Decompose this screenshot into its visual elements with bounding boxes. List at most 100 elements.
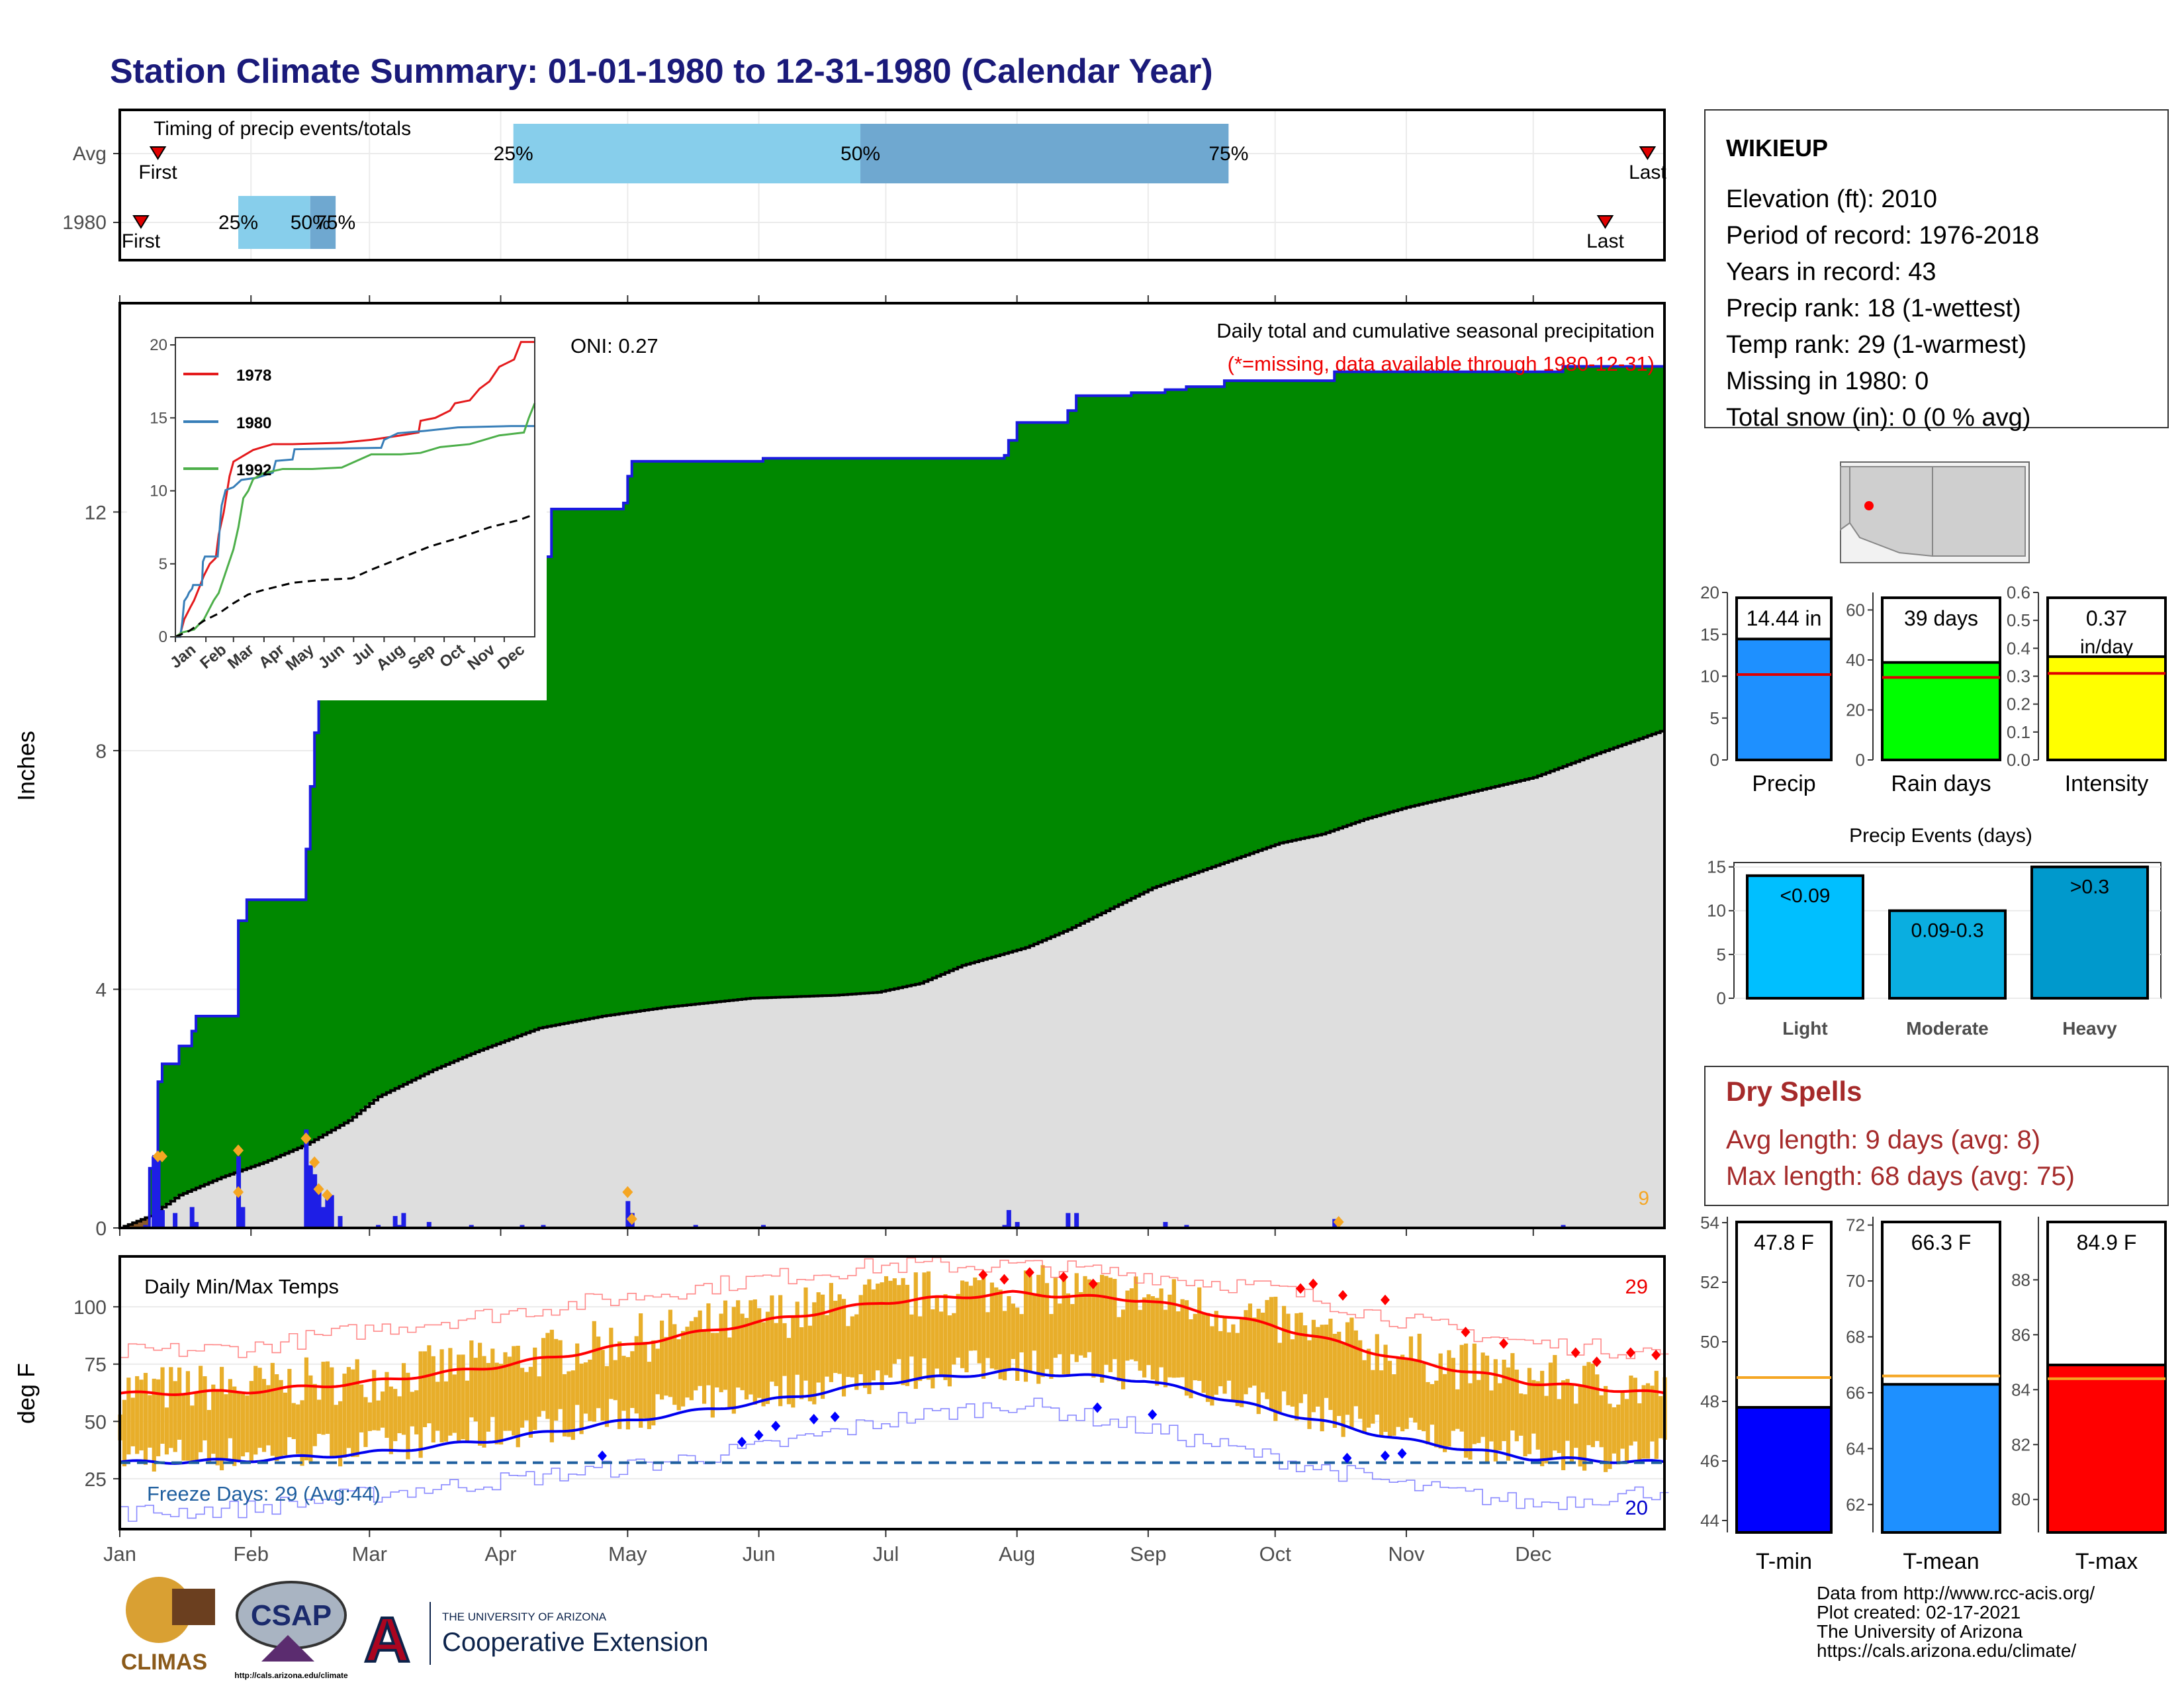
daily-temp-bar <box>126 1378 131 1455</box>
daily-temp-bar <box>600 1350 605 1421</box>
station-info-line: Missing in 1980: 0 <box>1726 367 1929 395</box>
freeze-label: Freeze Days: 29 (Avg:44) <box>147 1482 381 1505</box>
daily-temp-bar <box>1138 1309 1142 1371</box>
daily-temp-bar <box>1603 1385 1608 1472</box>
record-high-marker <box>1338 1289 1348 1301</box>
precip-marker <box>156 1150 167 1162</box>
timing-marker-label: Last <box>1586 230 1624 252</box>
y-axis-title: Inches <box>13 731 40 801</box>
daily-temp-bar <box>1116 1317 1121 1382</box>
summary-sum-tmin: 44 46 48 50 52 54 47.8 F T-min <box>1700 1213 1833 1574</box>
daily-temp-bar <box>1557 1399 1561 1453</box>
daily-temp-bar <box>1184 1300 1189 1396</box>
y-tick-label: 40 <box>1846 650 1865 670</box>
daily-temp-bar <box>1540 1370 1545 1466</box>
daily-temp-bar <box>317 1399 322 1434</box>
daily-temp-bar <box>156 1379 161 1456</box>
daily-temp-bar <box>1599 1395 1604 1448</box>
daily-temp-bar <box>418 1351 423 1458</box>
daily-temp-bar <box>185 1371 191 1461</box>
y-tick-label: 46 <box>1700 1451 1719 1471</box>
daily-temp-bar <box>1281 1305 1287 1391</box>
inset-frame <box>175 337 535 637</box>
daily-temp-bar <box>922 1272 927 1358</box>
daily-temp-bar <box>934 1295 939 1369</box>
daily-temp-bar <box>1062 1275 1066 1375</box>
daily-temp-bar <box>1256 1309 1261 1415</box>
daily-temp-bar <box>1574 1403 1578 1448</box>
daily-temp-bar <box>503 1352 508 1431</box>
daily-precip-bar <box>426 1221 432 1228</box>
daily-temp-bar <box>876 1284 880 1371</box>
daily-temp-bar <box>1463 1343 1469 1458</box>
daily-temp-bar <box>494 1362 499 1444</box>
daily-precip-bar <box>401 1213 406 1228</box>
daily-temp-bar <box>884 1276 889 1376</box>
daily-temp-bar <box>1489 1390 1494 1442</box>
daily-temp-bar <box>1019 1314 1024 1353</box>
daily-temp-bar <box>169 1367 173 1448</box>
summary-bar <box>1881 1383 2001 1534</box>
summary-value-label: 47.8 F <box>1754 1231 1814 1254</box>
daily-temp-bar <box>257 1368 262 1448</box>
daily-temp-bar <box>304 1357 309 1461</box>
daily-temp-bar <box>1231 1324 1236 1401</box>
daily-temp-bar <box>520 1368 525 1428</box>
record-high-marker <box>1308 1278 1318 1289</box>
record-low-marker <box>830 1411 840 1423</box>
daily-temp-bar <box>567 1371 571 1437</box>
average-precip-line <box>120 729 1666 1229</box>
daily-temp-bar <box>1298 1312 1303 1403</box>
daily-temp-bar <box>1645 1383 1651 1459</box>
daily-temp-bar <box>1015 1307 1020 1381</box>
daily-temp-bar <box>765 1311 770 1404</box>
y-tick-label: 10 <box>1700 667 1719 686</box>
daily-temp-bar <box>537 1376 541 1417</box>
daily-temp-bar <box>858 1295 863 1375</box>
daily-temp-bar <box>385 1372 389 1438</box>
daily-temp-bar <box>541 1338 546 1411</box>
daily-temp-bar <box>1108 1278 1113 1372</box>
daily-temp-bar <box>786 1338 792 1405</box>
daily-temp-bar <box>841 1299 846 1397</box>
daily-temp-bar <box>512 1346 516 1436</box>
daily-temp-bar <box>312 1383 317 1446</box>
daily-precip-bar <box>760 1225 766 1228</box>
daily-temp-bar <box>1053 1278 1058 1358</box>
record-high-marker <box>1461 1327 1471 1338</box>
daily-temp-bar <box>334 1405 338 1458</box>
daily-temp-bar <box>330 1367 334 1457</box>
daily-temp-bar <box>1167 1294 1172 1378</box>
daily-temp-bar <box>634 1336 639 1414</box>
summary-category-label: T-mean <box>1903 1549 1979 1574</box>
summary-sum-precip: 0 5 10 15 20 14.44 in Precip <box>1700 583 1833 796</box>
daily-temp-bar <box>1129 1288 1134 1360</box>
daily-temp-bar <box>1510 1353 1515 1430</box>
daily-temp-bar <box>1222 1316 1227 1394</box>
timing-marker-label: Last <box>1629 162 1666 183</box>
record-high-marker <box>1499 1338 1509 1349</box>
daily-temp-bar <box>727 1337 732 1410</box>
oni-label: ONI: 0.27 <box>570 334 659 357</box>
month-label: Mar <box>352 1542 387 1566</box>
daily-temp-bar <box>1100 1274 1105 1383</box>
station-name: WIKIEUP <box>1726 134 1828 162</box>
daily-temp-bar <box>372 1370 377 1430</box>
precip-marker <box>233 1186 244 1198</box>
footer-line: The University of Arizona <box>1817 1621 2023 1642</box>
daily-temp-bar <box>291 1403 296 1439</box>
inset-y-tick-label: 10 <box>150 483 167 500</box>
events-title: Precip Events (days) <box>1849 825 2032 847</box>
daily-temp-bar <box>609 1327 614 1399</box>
station-info-line: Elevation (ft): 2010 <box>1726 185 1937 213</box>
daily-temp-bar <box>1104 1276 1109 1365</box>
y-tick-label: 88 <box>2011 1270 2030 1289</box>
daily-temp-bar <box>913 1272 918 1389</box>
daily-temp-bar <box>1240 1317 1244 1407</box>
timing-title: Timing of precip events/totals <box>154 118 411 140</box>
daily-temp-bar <box>651 1340 656 1426</box>
daily-temp-bar <box>897 1285 901 1360</box>
daily-temp-bar <box>224 1394 228 1460</box>
daily-temp-bar <box>774 1323 778 1386</box>
